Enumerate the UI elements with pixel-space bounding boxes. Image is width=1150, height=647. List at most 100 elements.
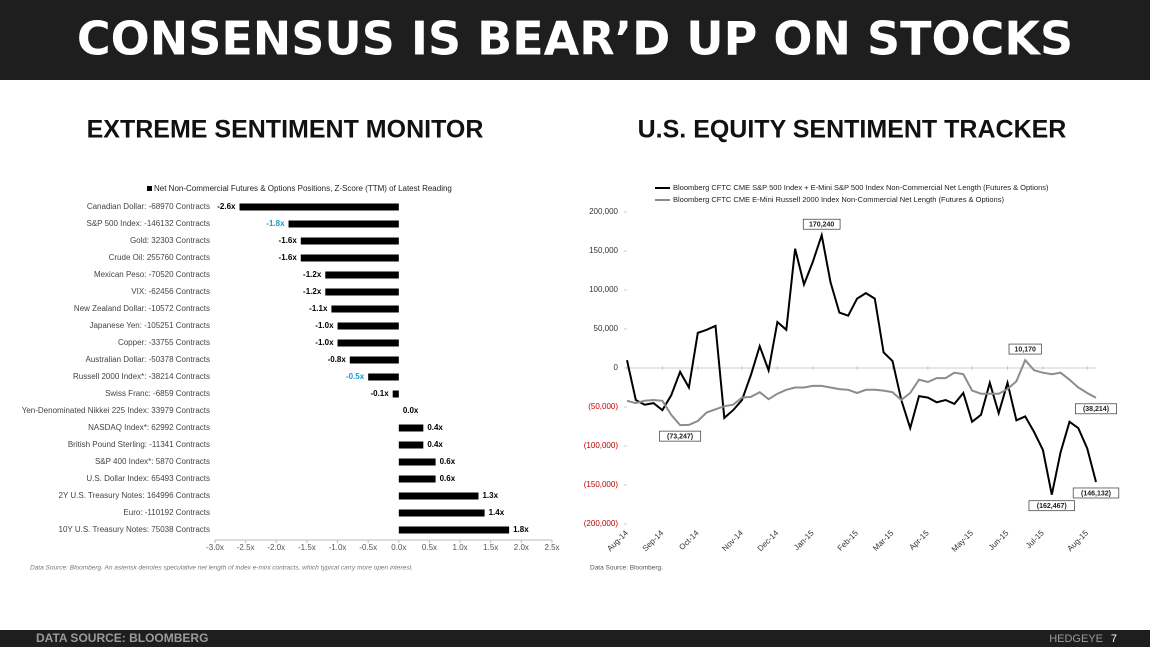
value-label: 1.3x bbox=[482, 491, 498, 500]
category-label: 2Y U.S. Treasury Notes: 164996 Contracts bbox=[59, 491, 210, 500]
value-label: -0.1x bbox=[370, 389, 389, 398]
page-number: 7 bbox=[1111, 633, 1117, 645]
bar bbox=[337, 339, 399, 347]
y-tick-label: (150,000) bbox=[584, 480, 619, 489]
banner bbox=[0, 0, 1150, 80]
x-tick-label: 2.0x bbox=[514, 543, 529, 552]
legend-swatch bbox=[147, 186, 152, 191]
annotation: (146,132) bbox=[1081, 490, 1111, 497]
x-tick-label: 0.5x bbox=[422, 543, 437, 552]
annotation: (38,214) bbox=[1083, 406, 1109, 413]
bar bbox=[331, 305, 399, 313]
x-tick-label: Mar-15 bbox=[871, 528, 896, 553]
value-label: -1.1x bbox=[309, 304, 328, 313]
value-label: 0.4x bbox=[427, 423, 443, 432]
x-tick-label: Aug-15 bbox=[1065, 528, 1090, 553]
category-label: New Zealand Dollar: -10572 Contracts bbox=[74, 304, 210, 313]
x-tick-label: 0.0x bbox=[391, 543, 406, 552]
value-label: -1.2x bbox=[303, 287, 322, 296]
value-label: -2.6x bbox=[217, 202, 236, 211]
category-label: VIX: -62456 Contracts bbox=[131, 287, 210, 296]
annotation: (73,247) bbox=[667, 433, 693, 440]
y-tick-label: 100,000 bbox=[589, 285, 618, 294]
value-label: -1.6x bbox=[279, 253, 298, 262]
x-tick-label: 1.5x bbox=[483, 543, 498, 552]
bar bbox=[398, 526, 510, 534]
annotation: 10,170 bbox=[1014, 346, 1036, 353]
footer-source: DATA SOURCE: BLOOMBERG bbox=[36, 631, 208, 645]
y-tick-label: 200,000 bbox=[589, 207, 618, 216]
chart-title: U.S. EQUITY SENTIMENT TRACKER bbox=[638, 116, 1067, 144]
category-label: British Pound Sterling: -11341 Contracts bbox=[68, 440, 210, 449]
annotation-box bbox=[659, 430, 702, 442]
series-line bbox=[626, 358, 1097, 427]
category-label: NASDAQ Index*: 62992 Contracts bbox=[88, 423, 210, 432]
value-label: 0.4x bbox=[427, 440, 443, 449]
value-label: -1.0x bbox=[315, 321, 334, 330]
value-label: 0.0x bbox=[403, 406, 419, 415]
bar bbox=[325, 271, 399, 279]
value-label: -0.5x bbox=[346, 372, 365, 381]
category-label: Swiss Franc: -6859 Contracts bbox=[105, 389, 210, 398]
x-tick-label: May-15 bbox=[950, 528, 976, 554]
bar bbox=[288, 220, 399, 228]
y-tick-label: (200,000) bbox=[584, 519, 619, 528]
legend-label: Bloomberg CFTC CME E-Mini Russell 2000 I… bbox=[673, 195, 1004, 204]
value-label: -1.8x bbox=[266, 219, 285, 228]
x-tick-label: 1.0x bbox=[453, 543, 468, 552]
bar bbox=[337, 322, 399, 330]
category-label: Yen-Denominated Nikkei 225 Index: 33979 … bbox=[22, 406, 210, 415]
footer-bar bbox=[0, 630, 1150, 647]
footnote: Data Source: Bloomberg. bbox=[590, 565, 663, 572]
category-label: Mexican Peso: -70520 Contracts bbox=[94, 270, 210, 279]
y-tick-label: (100,000) bbox=[584, 441, 619, 450]
category-label: Euro: -110192 Contracts bbox=[123, 508, 210, 517]
series-line bbox=[626, 231, 1097, 495]
x-tick-label: Jul-15 bbox=[1024, 528, 1046, 550]
category-label: Australian Dollar: -50378 Contracts bbox=[85, 355, 210, 364]
bar bbox=[325, 288, 399, 296]
x-tick-label: -0.5x bbox=[359, 543, 377, 552]
x-tick-label: -3.0x bbox=[206, 543, 224, 552]
annotation-box bbox=[1072, 487, 1120, 499]
slide-title: CONSENSUS IS BEAR’D UP ON STOCKS bbox=[77, 12, 1073, 66]
bar bbox=[398, 492, 479, 500]
category-label: Copper: -33755 Contracts bbox=[118, 338, 210, 347]
x-tick-label: Feb-15 bbox=[836, 528, 861, 553]
annotation-box bbox=[802, 218, 841, 230]
annotation-box bbox=[1008, 343, 1042, 355]
x-tick-label: Oct-14 bbox=[677, 528, 701, 552]
x-tick-label: -1.5x bbox=[298, 543, 316, 552]
value-label: -1.6x bbox=[279, 236, 298, 245]
value-label: 1.4x bbox=[489, 508, 505, 517]
x-tick-label: Dec-14 bbox=[756, 528, 781, 553]
legend-label: Bloomberg CFTC CME S&P 500 Index + E-Min… bbox=[673, 183, 1049, 192]
category-label: Gold: 32303 Contracts bbox=[130, 236, 210, 245]
category-label: Russell 2000 Index*: -38214 Contracts bbox=[73, 372, 210, 381]
bar bbox=[398, 424, 424, 432]
bar bbox=[398, 458, 436, 466]
x-tick-label: Apr-15 bbox=[907, 528, 931, 552]
x-tick-label: -1.0x bbox=[329, 543, 347, 552]
value-label: 0.6x bbox=[440, 457, 456, 466]
bar bbox=[300, 254, 399, 262]
value-label: -1.2x bbox=[303, 270, 322, 279]
x-tick-label: Aug-14 bbox=[605, 528, 630, 553]
x-tick-label: Sep-14 bbox=[641, 528, 666, 553]
category-label: S&P 400 Index*: 5870 Contracts bbox=[95, 457, 210, 466]
category-label: Canadian Dollar: -68970 Contracts bbox=[87, 202, 210, 211]
chart-title: EXTREME SENTIMENT MONITOR bbox=[87, 116, 484, 144]
bar bbox=[392, 390, 399, 398]
x-tick-label: -2.5x bbox=[237, 543, 255, 552]
category-label: U.S. Dollar Index: 65493 Contracts bbox=[86, 474, 210, 483]
value-label: -1.0x bbox=[315, 338, 334, 347]
category-label: 10Y U.S. Treasury Notes: 75038 Contracts bbox=[59, 525, 210, 534]
category-label: Japanese Yen: -105251 Contracts bbox=[89, 321, 210, 330]
category-label: Crude Oil: 255760 Contracts bbox=[109, 253, 210, 262]
bar bbox=[398, 441, 424, 449]
y-tick-label: 50,000 bbox=[594, 324, 619, 333]
legend-label: Net Non-Commercial Futures & Options Pos… bbox=[154, 184, 452, 193]
annotation: (162,467) bbox=[1037, 503, 1067, 510]
value-label: 1.8x bbox=[513, 525, 529, 534]
x-tick-label: Jun-15 bbox=[987, 528, 1011, 552]
